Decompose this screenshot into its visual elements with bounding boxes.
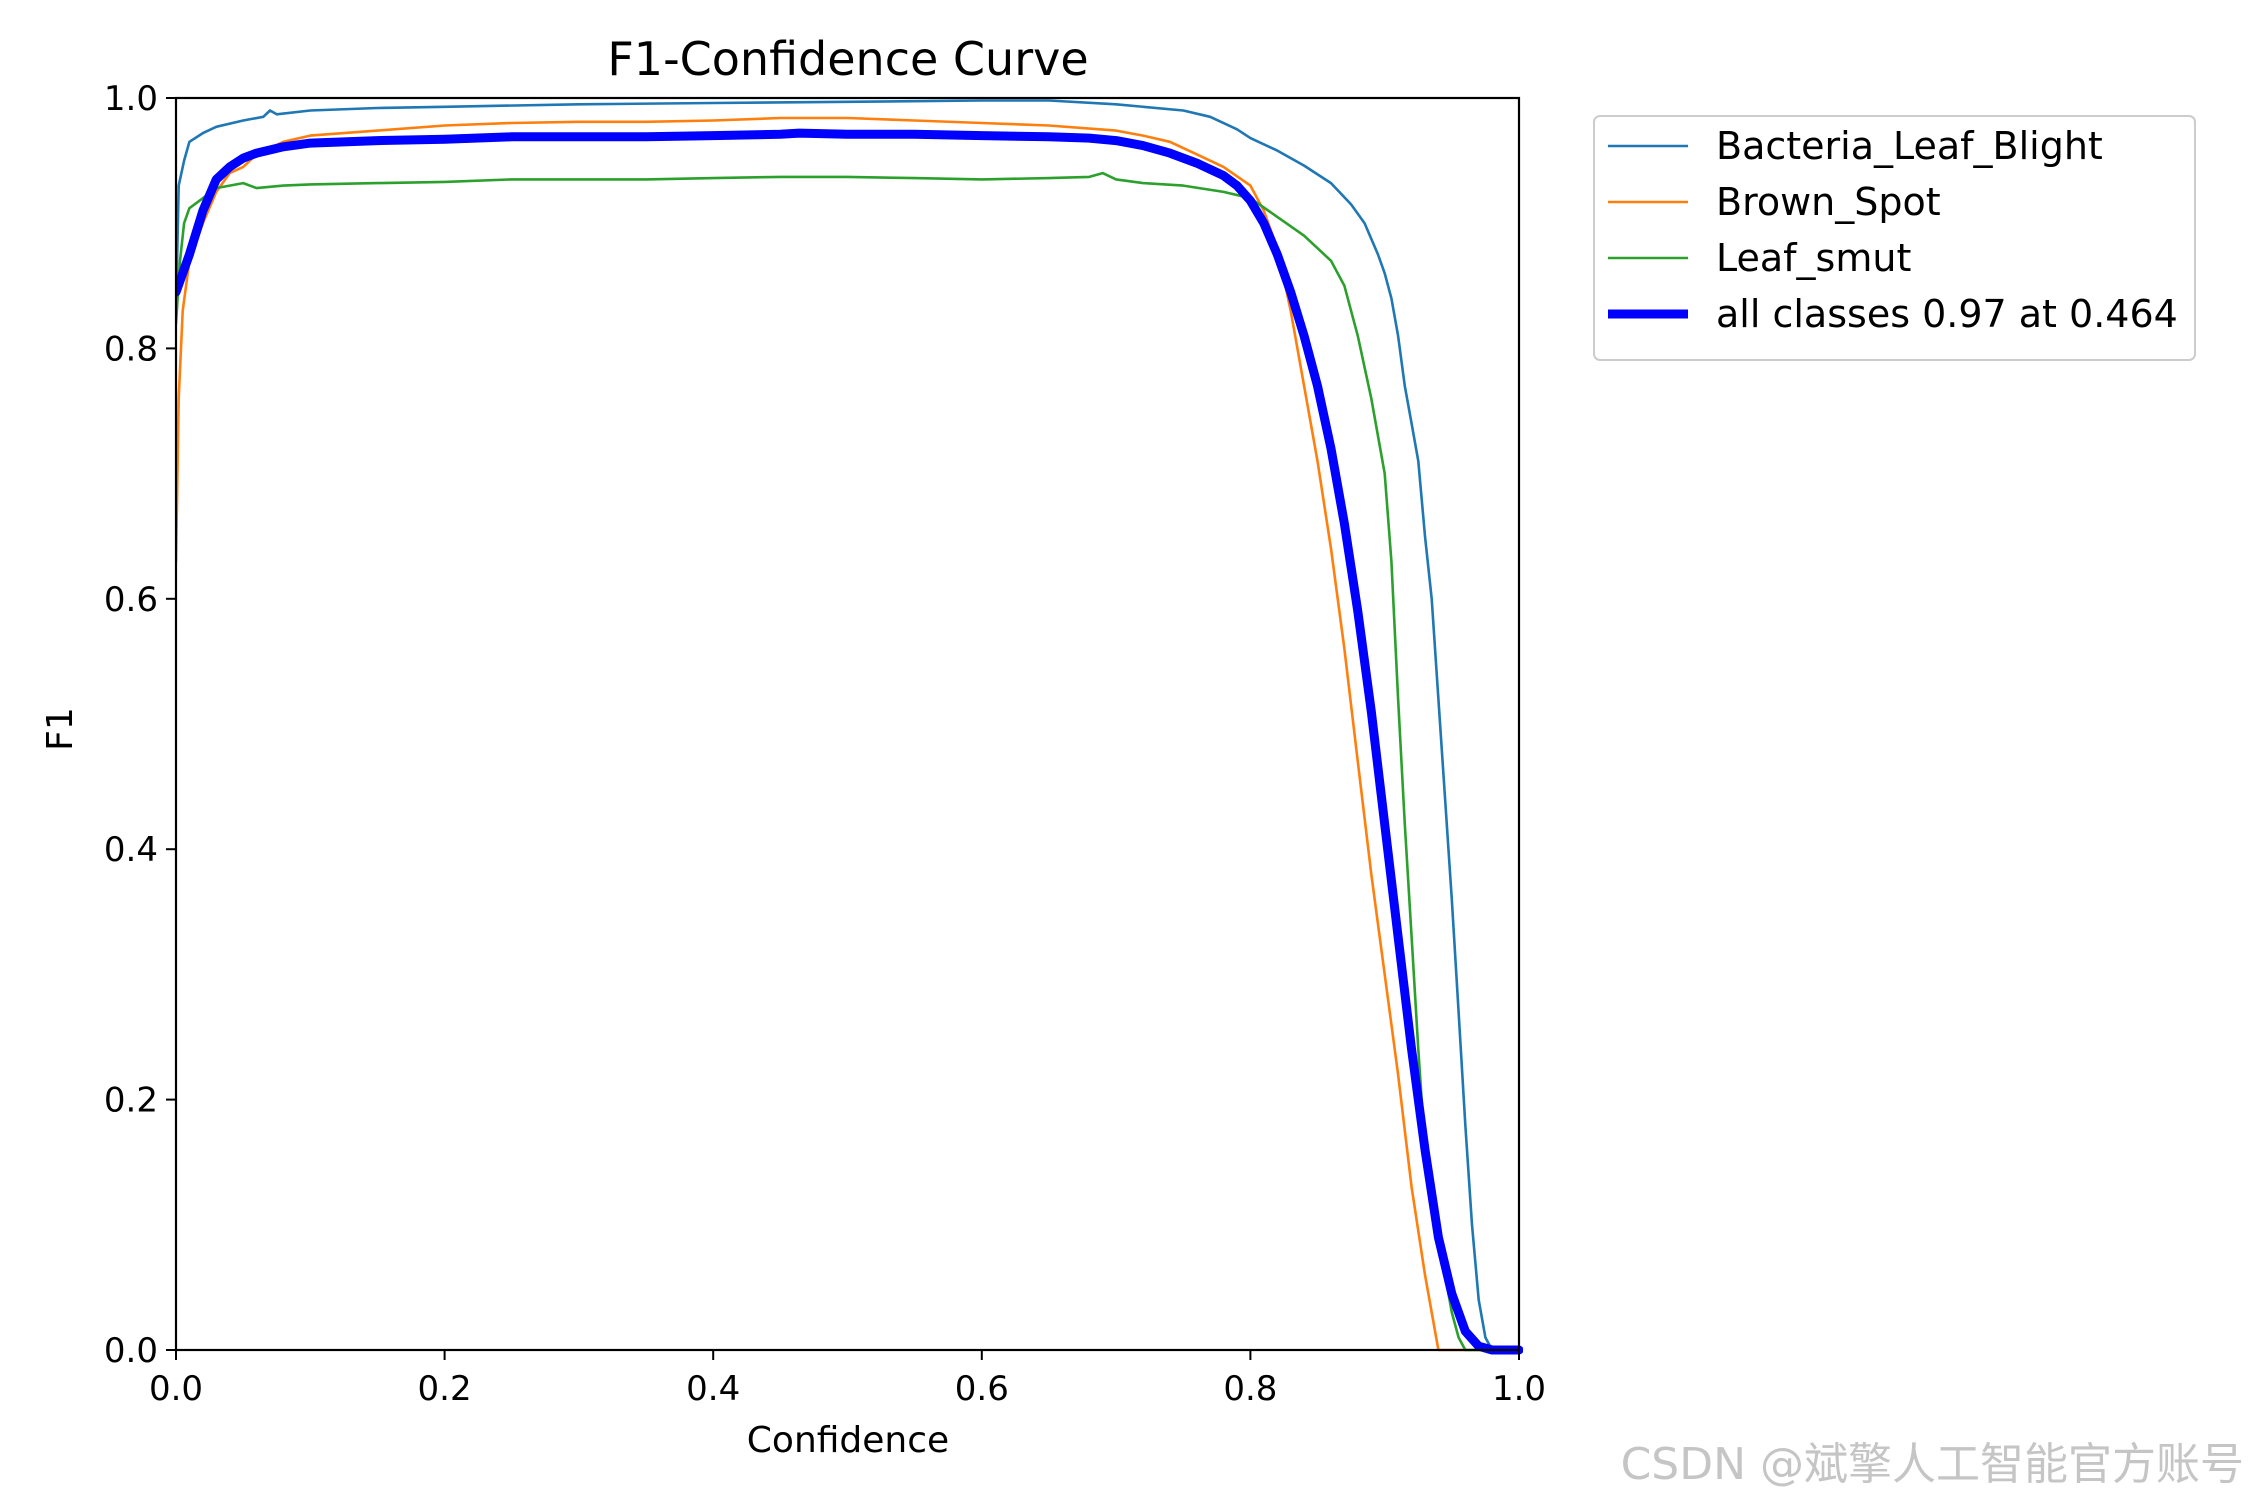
legend-label-3: Leaf_smut (1716, 236, 1911, 280)
plot-area (176, 99, 1523, 1355)
x-tick-label: 0.6 (955, 1369, 1009, 1409)
x-tick-label: 0.4 (686, 1369, 740, 1409)
axes-frame (174, 96, 1521, 1352)
x-tick-label: 1.0 (1492, 1369, 1546, 1409)
series-line-1 (176, 99, 1521, 1352)
axes: 0.0 0.2 0.4 0.6 0.8 1.0 0.0 0.2 0.4 0.6 0.8 1.0 (104, 79, 1546, 1409)
legend-label-4: all classes 0.97 at 0.464 (1716, 292, 2178, 336)
y-tick-label: 0.4 (104, 830, 158, 870)
series-line-4 (176, 128, 1523, 1355)
y-tick-label: 0.0 (104, 1331, 158, 1371)
y-tick-label: 1.0 (104, 79, 158, 119)
legend-box (1593, 115, 2196, 361)
y-tick-label: 0.6 (104, 580, 158, 620)
x-axis-label: Confidence (747, 1420, 949, 1461)
y-tick-label: 0.2 (104, 1081, 158, 1121)
series-line-3 (176, 171, 1521, 1352)
x-tick-label: 0.0 (149, 1369, 203, 1409)
series-line-2 (176, 116, 1521, 1352)
legend-label-2: Brown_Spot (1716, 180, 1941, 224)
x-tick-label: 0.2 (418, 1369, 472, 1409)
legend-label-1: Bacteria_Leaf_Blight (1716, 124, 2103, 168)
chart-title: F1-Confidence Curve (607, 32, 1088, 86)
y-tick-label: 0.8 (104, 329, 158, 369)
watermark: CSDN @斌擎人工智能官方账号 (1620, 1439, 2244, 1490)
x-tick-label: 0.8 (1223, 1369, 1277, 1409)
legend: Bacteria_Leaf_Blight Brown_Spot Leaf_smuta… (1593, 115, 2196, 361)
y-axis-label: F1 (40, 707, 81, 751)
